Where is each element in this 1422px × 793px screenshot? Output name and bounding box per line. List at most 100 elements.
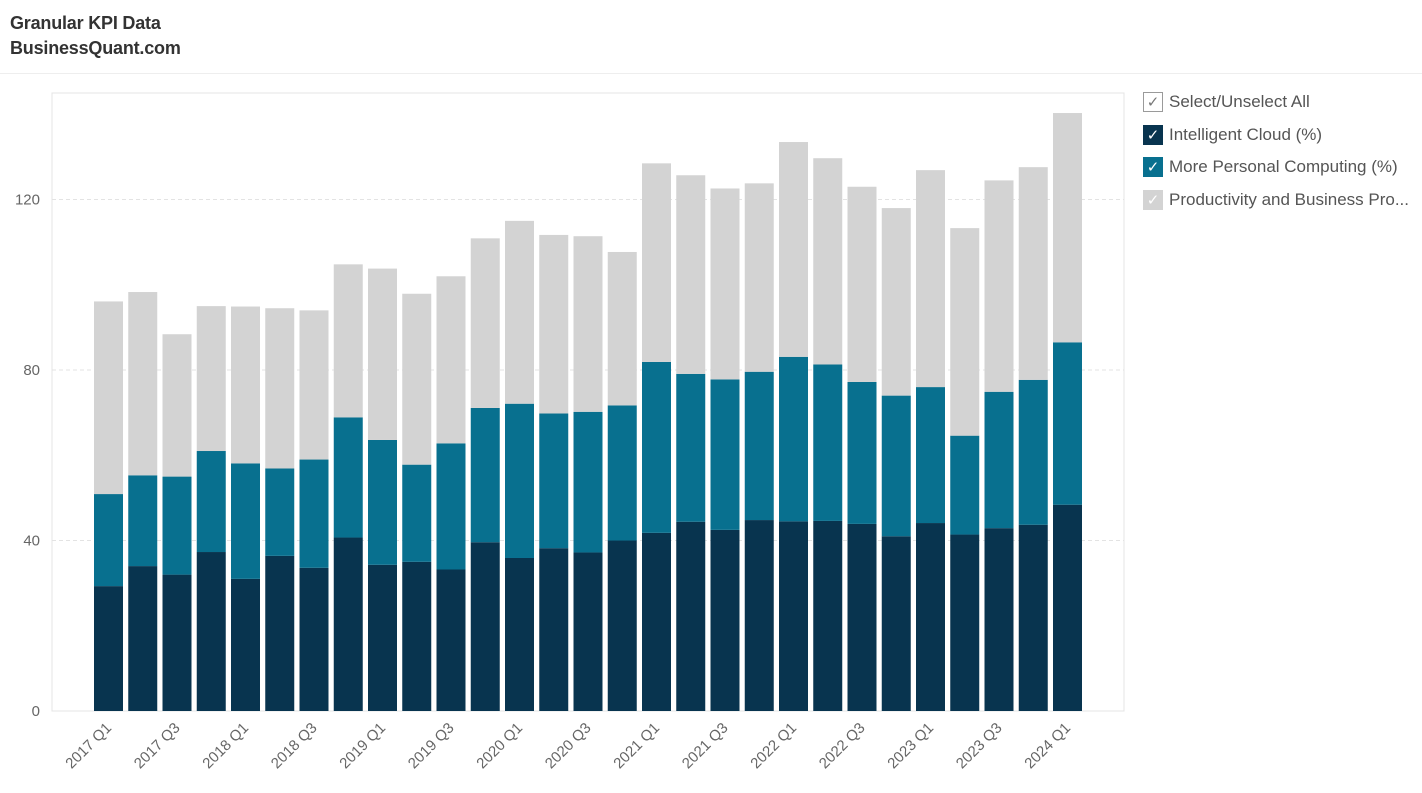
bar-stack[interactable]	[710, 188, 740, 711]
bar-stack[interactable]	[813, 158, 843, 711]
bar-segment-series-1[interactable]	[196, 451, 226, 553]
bar-segment-series-1[interactable]	[333, 417, 363, 538]
bar-segment-series-0[interactable]	[539, 548, 569, 711]
bar-stack[interactable]	[402, 293, 432, 711]
bar-stack[interactable]	[231, 306, 260, 711]
bar-segment-series-2[interactable]	[436, 276, 466, 444]
bar-segment-series-1[interactable]	[539, 413, 569, 549]
bar-segment-series-2[interactable]	[505, 220, 534, 404]
bar-segment-series-0[interactable]	[402, 561, 432, 711]
bar-segment-series-2[interactable]	[299, 310, 329, 460]
bar-stack[interactable]	[642, 163, 671, 711]
bar-segment-series-1[interactable]	[676, 373, 706, 522]
bar-segment-series-2[interactable]	[231, 306, 260, 464]
bar-segment-series-2[interactable]	[847, 186, 877, 382]
bar-segment-series-2[interactable]	[368, 268, 397, 440]
bar-segment-series-1[interactable]	[881, 395, 911, 537]
bar-segment-series-1[interactable]	[642, 361, 671, 533]
bar-segment-series-1[interactable]	[1053, 342, 1082, 505]
bar-stack[interactable]	[368, 268, 397, 711]
bar-segment-series-1[interactable]	[779, 356, 808, 522]
productivity-business-checkbox[interactable]: ✓	[1143, 189, 1163, 210]
bar-segment-series-2[interactable]	[94, 301, 123, 495]
bar-segment-series-2[interactable]	[984, 180, 1014, 392]
bar-stack[interactable]	[94, 301, 123, 711]
bar-segment-series-1[interactable]	[744, 371, 774, 521]
bar-stack[interactable]	[436, 276, 466, 711]
bar-stack[interactable]	[505, 220, 534, 711]
bar-stack[interactable]	[916, 170, 945, 711]
bar-stack[interactable]	[744, 183, 774, 711]
bar-segment-series-1[interactable]	[950, 435, 980, 535]
legend-item-productivity-business[interactable]: ✓ Productivity and Business Pro...	[1143, 184, 1422, 217]
bar-segment-series-0[interactable]	[94, 586, 123, 711]
bar-segment-series-1[interactable]	[607, 405, 637, 541]
bar-stack[interactable]	[333, 264, 363, 711]
bar-stack[interactable]	[470, 238, 500, 711]
bar-segment-series-1[interactable]	[847, 381, 877, 524]
bar-stack[interactable]	[196, 306, 226, 711]
bar-stack[interactable]	[881, 208, 911, 711]
bar-segment-series-1[interactable]	[916, 387, 945, 524]
bar-segment-series-2[interactable]	[779, 142, 808, 357]
bar-segment-series-2[interactable]	[162, 334, 192, 477]
bar-segment-series-1[interactable]	[265, 468, 295, 556]
legend-item-intelligent-cloud[interactable]: ✓ Intelligent Cloud (%)	[1143, 119, 1422, 152]
bar-segment-series-0[interactable]	[607, 540, 637, 711]
bar-segment-series-2[interactable]	[813, 158, 843, 365]
bar-segment-series-0[interactable]	[299, 567, 329, 711]
bar-segment-series-1[interactable]	[436, 443, 466, 570]
bar-segment-series-0[interactable]	[265, 555, 295, 711]
bar-segment-series-0[interactable]	[162, 574, 192, 711]
bar-segment-series-2[interactable]	[333, 264, 363, 418]
bar-stack[interactable]	[299, 310, 329, 711]
bar-segment-series-2[interactable]	[744, 183, 774, 372]
bar-segment-series-1[interactable]	[162, 476, 192, 575]
bar-segment-series-2[interactable]	[710, 188, 740, 380]
bar-segment-series-2[interactable]	[642, 163, 671, 362]
bar-segment-series-2[interactable]	[950, 228, 980, 436]
bar-segment-series-0[interactable]	[573, 552, 603, 711]
bar-segment-series-0[interactable]	[128, 566, 158, 711]
legend-item-more-personal-computing[interactable]: ✓ More Personal Computing (%)	[1143, 151, 1422, 184]
bar-segment-series-0[interactable]	[470, 542, 500, 711]
legend-select-all[interactable]: ✓ Select/Unselect All	[1143, 86, 1422, 119]
bar-stack[interactable]	[539, 234, 569, 711]
more-personal-computing-checkbox[interactable]: ✓	[1143, 157, 1163, 178]
bar-segment-series-2[interactable]	[265, 308, 295, 469]
bar-segment-series-1[interactable]	[402, 464, 432, 562]
bar-segment-series-1[interactable]	[573, 411, 603, 553]
bar-segment-series-0[interactable]	[847, 523, 877, 711]
bar-segment-series-1[interactable]	[231, 463, 260, 579]
bar-segment-series-0[interactable]	[1018, 524, 1048, 711]
bar-stack[interactable]	[676, 175, 706, 711]
bar-segment-series-0[interactable]	[916, 523, 945, 711]
bar-segment-series-2[interactable]	[470, 238, 500, 408]
bar-segment-series-0[interactable]	[368, 564, 397, 711]
bar-segment-series-0[interactable]	[779, 521, 808, 711]
bar-segment-series-0[interactable]	[231, 578, 260, 711]
bar-segment-series-0[interactable]	[642, 532, 671, 711]
bar-segment-series-2[interactable]	[1018, 167, 1048, 380]
bar-segment-series-2[interactable]	[607, 251, 637, 406]
bar-segment-series-1[interactable]	[299, 459, 329, 568]
bar-segment-series-0[interactable]	[505, 557, 534, 711]
bar-segment-series-1[interactable]	[710, 379, 740, 530]
bar-segment-series-2[interactable]	[196, 306, 226, 452]
bar-segment-series-1[interactable]	[94, 494, 123, 587]
bar-stack[interactable]	[128, 292, 158, 711]
bar-segment-series-1[interactable]	[368, 439, 397, 565]
bar-segment-series-0[interactable]	[950, 534, 980, 711]
bar-segment-series-0[interactable]	[676, 521, 706, 711]
bar-stack[interactable]	[984, 180, 1014, 711]
bar-segment-series-0[interactable]	[1053, 504, 1082, 711]
bar-segment-series-1[interactable]	[1018, 379, 1048, 525]
bar-segment-series-0[interactable]	[196, 552, 226, 711]
bar-segment-series-1[interactable]	[470, 407, 500, 543]
bar-segment-series-2[interactable]	[128, 292, 158, 476]
bar-segment-series-0[interactable]	[710, 529, 740, 711]
bar-segment-series-1[interactable]	[505, 403, 534, 558]
bar-stack[interactable]	[1018, 167, 1048, 711]
bar-segment-series-1[interactable]	[984, 391, 1014, 529]
intelligent-cloud-checkbox[interactable]: ✓	[1143, 124, 1163, 145]
